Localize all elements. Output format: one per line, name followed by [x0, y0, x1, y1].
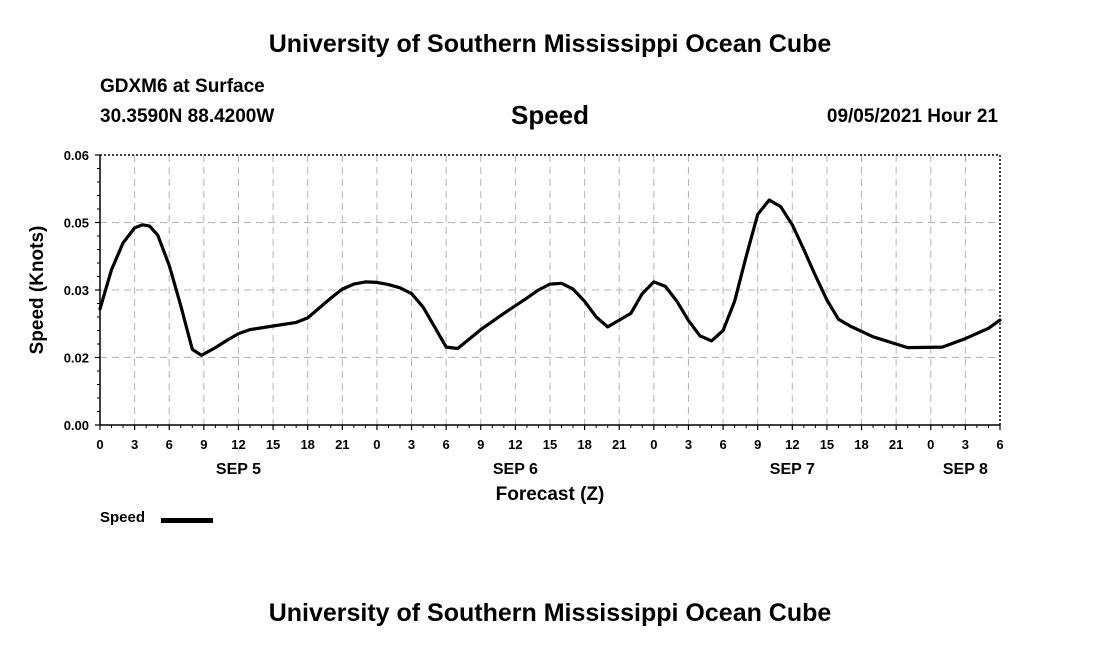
chart-grid: [100, 155, 1000, 425]
x-tick-label: 12: [231, 437, 245, 452]
x-tick-label: 0: [927, 437, 934, 452]
x-tick-label: 12: [785, 437, 799, 452]
x-tick-label: 6: [996, 437, 1003, 452]
x-tick-label: 9: [200, 437, 207, 452]
x-tick-label: 9: [477, 437, 484, 452]
day-label: SEP 5: [216, 461, 261, 478]
coordinates-label: 30.3590N 88.4200W: [100, 106, 275, 127]
y-tick-label: 0.05: [64, 216, 89, 231]
x-tick-label: 15: [820, 437, 834, 452]
x-tick-label: 0: [373, 437, 380, 452]
y-tick-label: 0.03: [64, 283, 89, 298]
y-axis-title: Speed (Knots): [27, 226, 48, 355]
x-tick-label: 3: [962, 437, 969, 452]
day-label: SEP 8: [943, 461, 988, 478]
day-label: SEP 7: [770, 461, 815, 478]
x-tick-label: 15: [266, 437, 280, 452]
x-tick-label: 9: [754, 437, 761, 452]
legend-label: Speed: [100, 509, 146, 526]
chart-labels: 0 3 6 9 12 15 18 21 0 3 6 9 12 15 18 21 0 3 6 9 12 15 18 21 0 3 6 0…: [27, 148, 1004, 505]
x-tick-label: 18: [854, 437, 868, 452]
x-axis-title: Forecast (Z): [496, 484, 605, 505]
y-tick-label: 0.02: [64, 351, 89, 366]
x-tick-label: 15: [543, 437, 557, 452]
x-tick-label: 12: [508, 437, 522, 452]
x-tick-label: 18: [300, 437, 314, 452]
x-tick-label: 21: [335, 437, 349, 452]
x-tick-label: 21: [889, 437, 903, 452]
x-tick-label: 0: [96, 437, 103, 452]
y-tick-label: 0.06: [64, 148, 89, 163]
x-tick-label: 6: [166, 437, 173, 452]
station-label: GDXM6 at Surface: [100, 76, 265, 97]
top-title: University of Southern Mississippi Ocean…: [268, 30, 832, 58]
x-tick-label: 18: [577, 437, 591, 452]
x-tick-label: 6: [443, 437, 450, 452]
forecast-datetime: 09/05/2021 Hour 21: [826, 106, 998, 127]
x-tick-label: 21: [612, 437, 626, 452]
x-tick-label: 6: [719, 437, 726, 452]
x-tick-label: 3: [131, 437, 138, 452]
legend-line-swatch: [161, 518, 213, 523]
x-tick-label: 0: [650, 437, 657, 452]
x-tick-label: 3: [685, 437, 692, 452]
x-tick-label: 3: [408, 437, 415, 452]
y-tick-label: 0.00: [64, 418, 89, 433]
chart-marks: [98, 198, 1002, 357]
series-line-speed: [98, 198, 1002, 357]
day-label: SEP 6: [493, 461, 538, 478]
chart-axes: [95, 154, 1001, 430]
chart-title: Speed: [510, 100, 590, 130]
bottom-title: University of Southern Mississippi Ocean…: [268, 599, 832, 627]
